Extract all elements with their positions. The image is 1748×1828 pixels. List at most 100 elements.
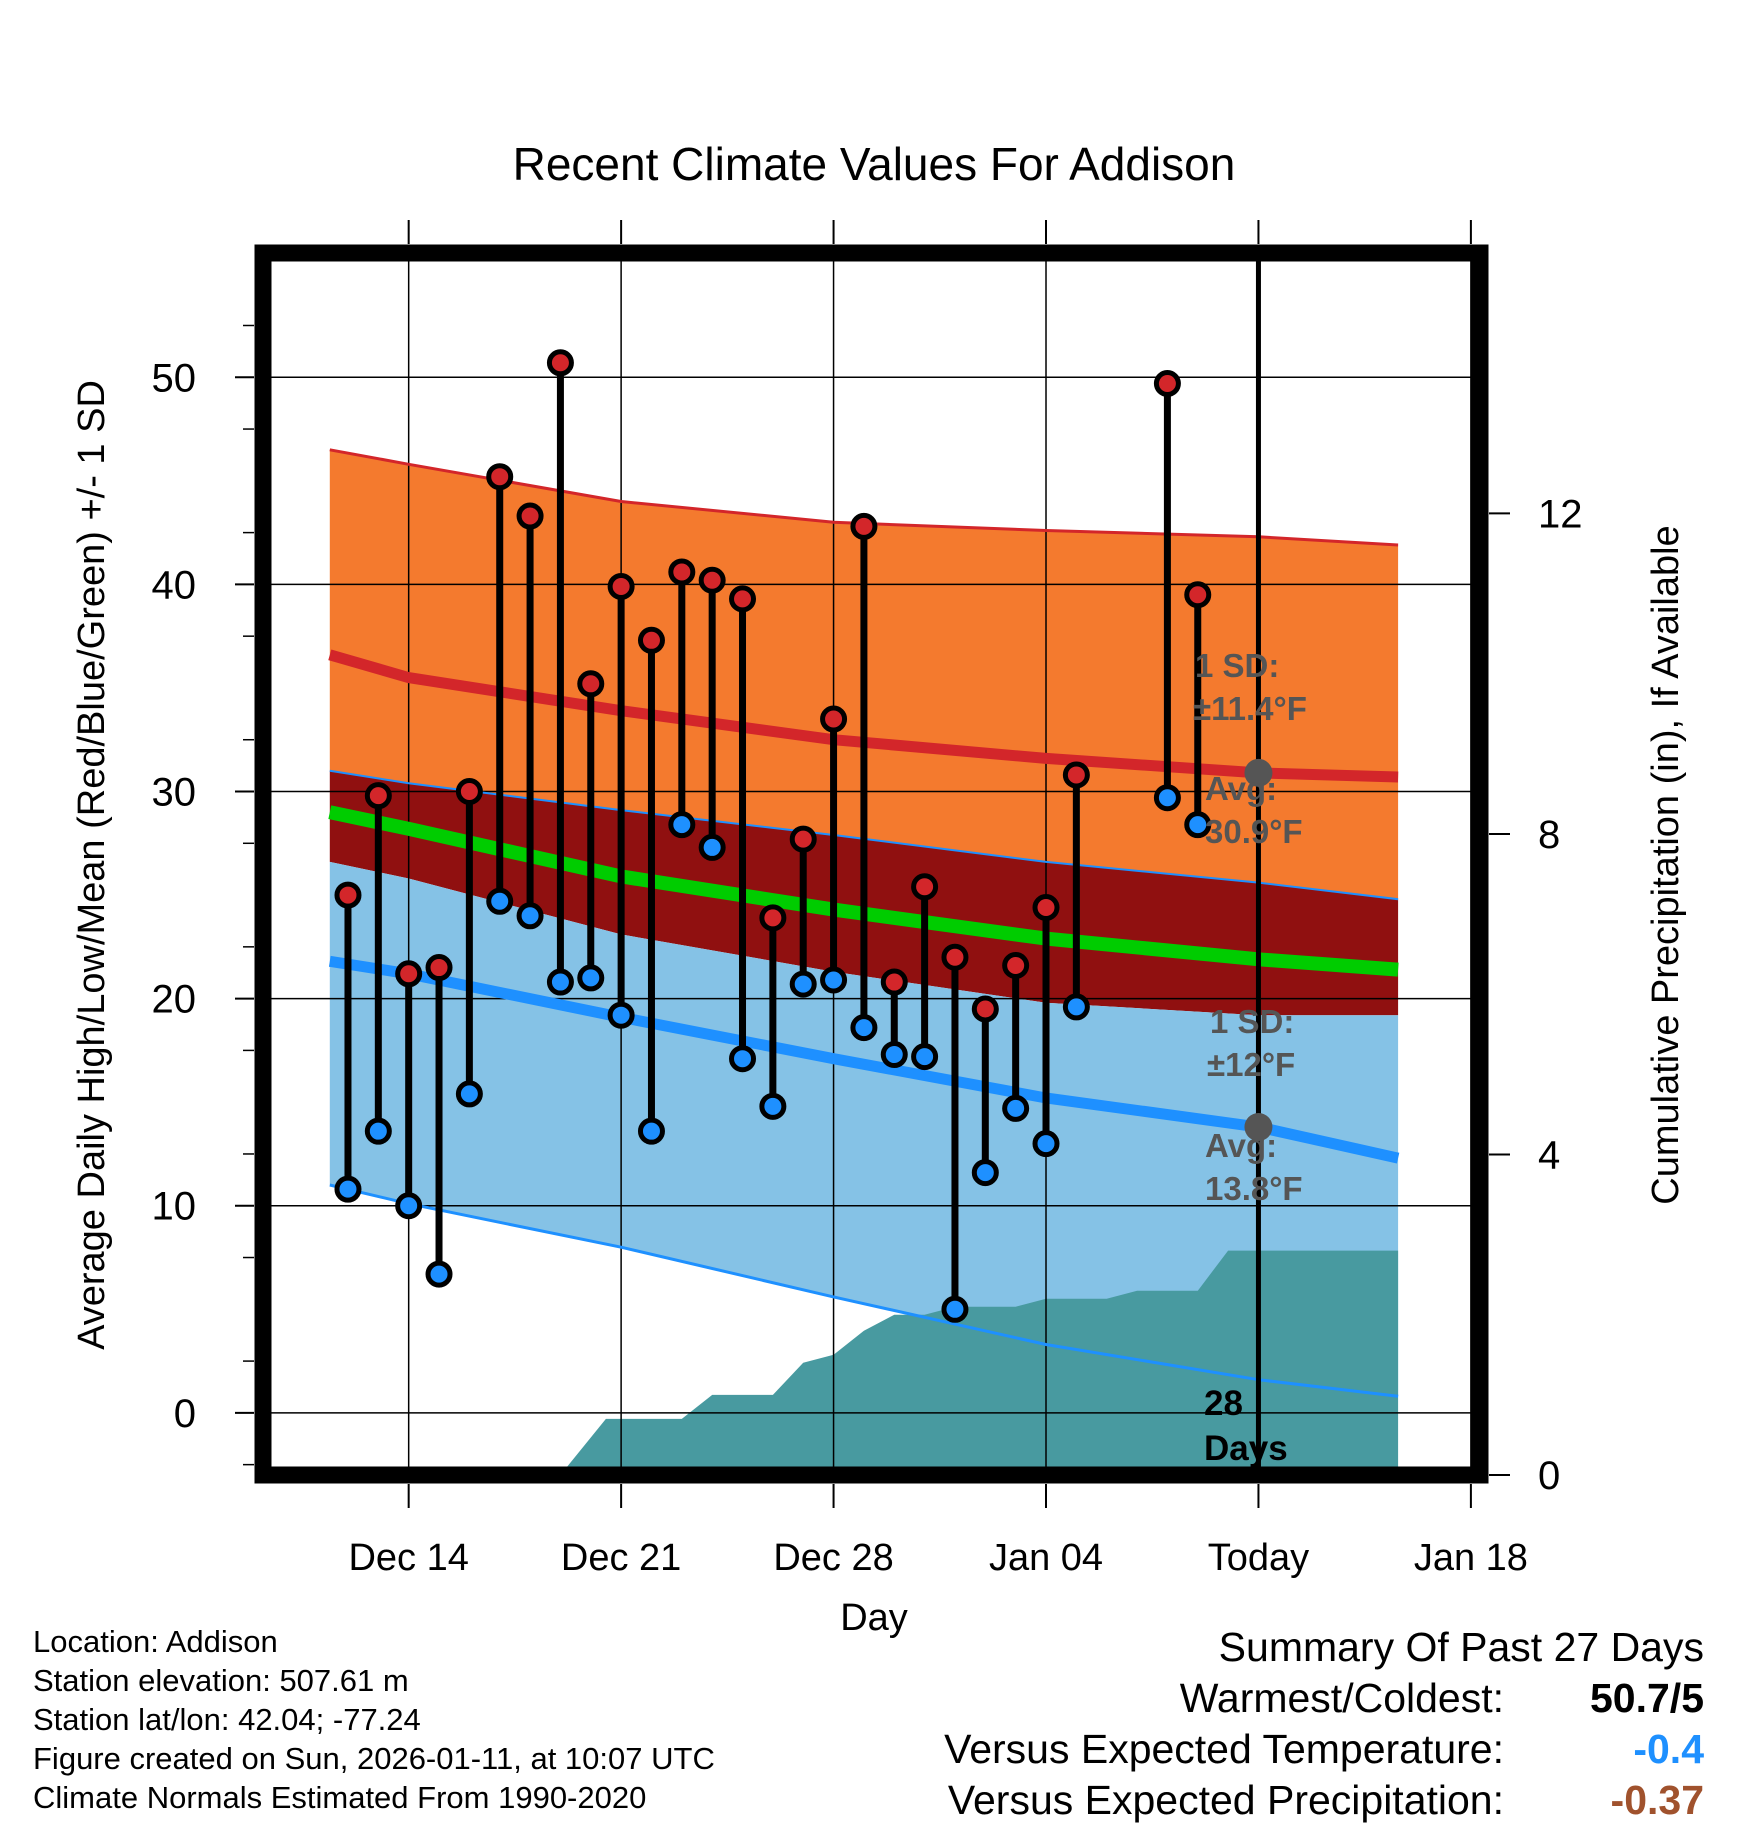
x-axis-label: Day: [840, 1597, 908, 1639]
y2-tick-label: 4: [1538, 1133, 1560, 1177]
precip-cumulative-area: [396, 1250, 1399, 1475]
precipitation-area: [396, 1250, 1399, 1475]
x-tick-label: Jan 04: [989, 1537, 1103, 1579]
obs-low-point: [425, 1260, 453, 1288]
y-tick-label: 30: [152, 771, 197, 815]
obs-low-point: [880, 1041, 908, 1069]
obs-high-point: [637, 626, 665, 654]
precip-days-number: 28: [1204, 1384, 1243, 1423]
obs-high-point: [516, 502, 544, 530]
obs-high-point: [1002, 951, 1030, 979]
obs-high-point: [820, 705, 848, 733]
obs-high-point: [607, 572, 635, 600]
obs-high-point: [1032, 893, 1060, 921]
chart-title: Recent Climate Values For Addison: [513, 138, 1236, 190]
summary-warm-cold-row: Warmest/Coldest: 50.7/5: [924, 1673, 1704, 1724]
obs-high-point: [395, 960, 423, 988]
obs-low-point: [941, 1295, 969, 1323]
y-tick-label: 50: [152, 356, 197, 400]
obs-high-point: [759, 904, 787, 932]
high-sd-value: ±11.4°F: [1193, 690, 1307, 727]
summary-warm-cold-value: 50.7/5: [1590, 1675, 1704, 1721]
axes: 0 10 20 30 40 50 0 4 8 12 Dec 14 Dec 21 Dec 28 Jan 04…: [152, 220, 1583, 1579]
summary-temp-value: -0.4: [1633, 1726, 1704, 1772]
x-tick-label: Dec 14: [348, 1537, 468, 1579]
high-avg-label: Avg:: [1205, 770, 1277, 807]
low-sd-label: 1 SD:: [1210, 1003, 1294, 1040]
obs-low-point: [1002, 1094, 1030, 1122]
summary-temp-row: Versus Expected Temperature: -0.4: [924, 1724, 1704, 1775]
obs-low-point: [395, 1192, 423, 1220]
obs-high-point: [880, 968, 908, 996]
observations: [334, 349, 1212, 1323]
info-created: Figure created on Sun, 2026-01-11, at 10…: [33, 1741, 715, 1776]
obs-low-point: [668, 811, 696, 839]
summary-precip-label: Versus Expected Precipitation:: [947, 1777, 1504, 1823]
y-tick-label: 20: [152, 978, 197, 1022]
x-tick-label: Dec 28: [773, 1537, 893, 1579]
obs-high-point: [425, 954, 453, 982]
info-latlon: Station lat/lon: 42.04; -77.24: [33, 1702, 421, 1737]
obs-low-point: [637, 1117, 665, 1145]
info-normals: Climate Normals Estimated From 1990-2020: [33, 1780, 647, 1815]
obs-low-point: [759, 1092, 787, 1120]
obs-low-point: [364, 1117, 392, 1145]
obs-high-point: [941, 943, 969, 971]
obs-high-point: [850, 512, 878, 540]
obs-high-point: [577, 670, 605, 698]
plot-frame: [254, 244, 1489, 1484]
obs-high-point: [698, 566, 726, 594]
obs-low-point: [607, 1001, 635, 1029]
y2-tick-label: 12: [1538, 492, 1583, 536]
obs-low-point: [1153, 784, 1181, 812]
obs-low-point: [789, 970, 817, 998]
summary-title: Summary Of Past 27 Days: [1218, 1624, 1704, 1670]
obs-low-point: [698, 833, 726, 861]
x-tick-label: Today: [1208, 1537, 1309, 1579]
obs-high-point: [455, 778, 483, 806]
obs-low-point: [1062, 993, 1090, 1021]
obs-low-point: [455, 1080, 483, 1108]
obs-low-point: [911, 1043, 939, 1071]
precip-days-word: Days: [1204, 1429, 1288, 1468]
obs-high-point: [668, 558, 696, 586]
x-tick-label: Jan 18: [1414, 1537, 1528, 1579]
obs-low-point: [971, 1159, 999, 1187]
summary-precip-row: Versus Expected Precipitation: -0.37: [924, 1775, 1704, 1826]
high-avg-value: 30.9°F: [1205, 813, 1303, 850]
y-tick-label: 40: [152, 563, 197, 607]
summary-title-row: Summary Of Past 27 Days: [924, 1622, 1704, 1673]
obs-high-point: [1062, 761, 1090, 789]
obs-high-point: [334, 881, 362, 909]
obs-low-point: [729, 1045, 757, 1073]
low-avg-value: 13.8°F: [1205, 1170, 1303, 1207]
obs-low-point: [516, 902, 544, 930]
obs-high-point: [789, 825, 817, 853]
obs-high-point: [486, 463, 514, 491]
info-elevation: Station elevation: 507.61 m: [33, 1663, 409, 1698]
high-sd-label: 1 SD:: [1195, 647, 1279, 684]
obs-high-point: [971, 995, 999, 1023]
obs-low-point: [850, 1014, 878, 1042]
low-sd-band: [329, 861, 1399, 1397]
x-tick-label: Dec 21: [561, 1537, 681, 1579]
info-location: Location: Addison: [33, 1624, 278, 1659]
summary-precip-value: -0.37: [1610, 1777, 1704, 1823]
summary-warm-cold-label: Warmest/Coldest:: [1179, 1675, 1504, 1721]
summary-temp-label: Versus Expected Temperature:: [944, 1726, 1504, 1772]
obs-high-point: [729, 585, 757, 613]
low-sd-value: ±12°F: [1207, 1046, 1295, 1083]
y2-tick-label: 8: [1538, 813, 1560, 857]
today-high-avg-dot: [1244, 758, 1273, 787]
obs-high-point: [1153, 369, 1181, 397]
obs-low-point: [820, 966, 848, 994]
y-axis-label: Average Daily High/Low/Mean (Red/Blue/Gr…: [71, 380, 113, 1350]
obs-low-point: [1184, 811, 1212, 839]
obs-high-point: [1184, 581, 1212, 609]
today-low-avg-dot: [1244, 1113, 1273, 1142]
obs-low-point: [1032, 1130, 1060, 1158]
obs-high-point: [546, 349, 574, 377]
obs-high-point: [364, 782, 392, 810]
low-avg-label: Avg:: [1205, 1127, 1277, 1164]
